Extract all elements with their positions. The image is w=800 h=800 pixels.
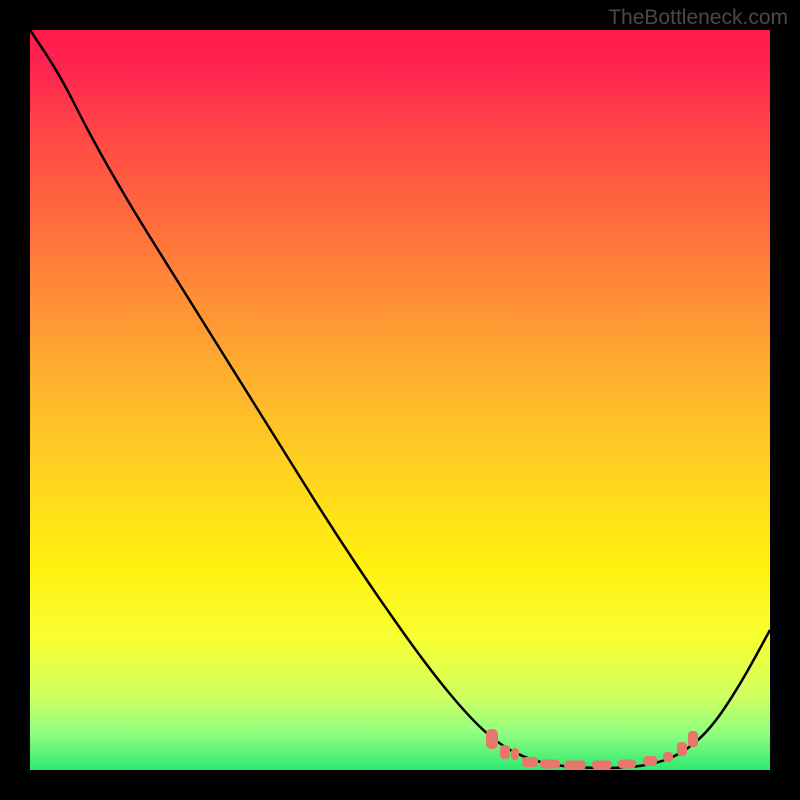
curve-marker [643,756,657,766]
chart-svg [30,30,770,770]
watermark-text: TheBottleneck.com [608,6,788,30]
marker-group [486,729,698,770]
bottleneck-curve [30,30,770,768]
curve-marker [663,752,673,762]
curve-marker [688,731,698,747]
curve-marker [522,757,538,767]
plot-area [30,30,770,770]
curve-marker [486,729,498,749]
curve-marker [677,742,687,756]
curve-marker [500,745,510,759]
curve-marker [540,760,560,769]
curve-marker [564,761,586,770]
curve-marker [618,760,636,769]
curve-marker [592,761,612,770]
curve-marker [511,748,519,760]
